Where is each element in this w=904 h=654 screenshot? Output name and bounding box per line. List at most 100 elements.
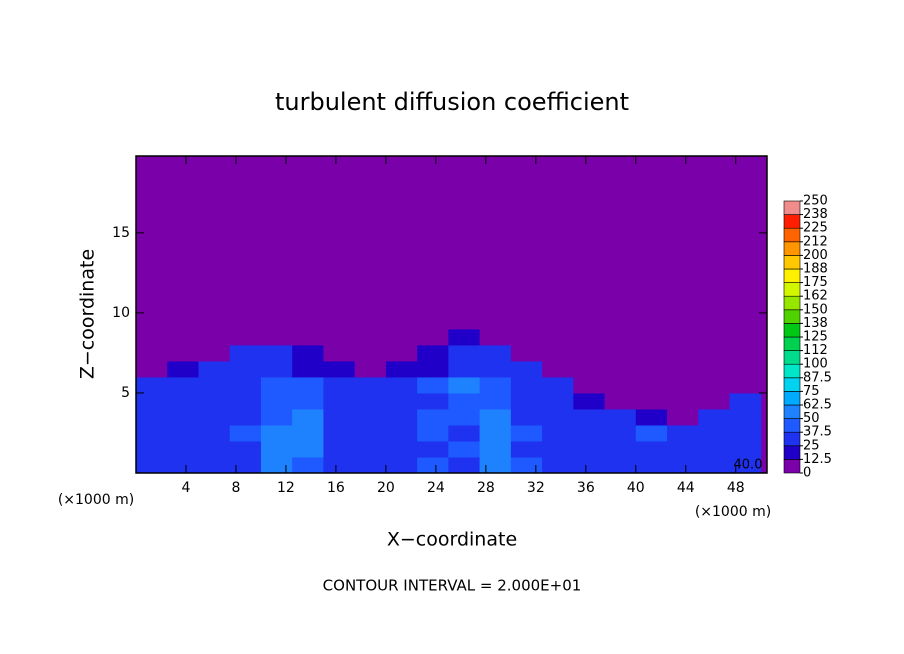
heat-cell: [635, 424, 668, 442]
heat-cell: [417, 360, 449, 378]
heat-cell: [323, 312, 356, 330]
heat-cell: [292, 392, 324, 410]
heat-cell: [667, 392, 699, 410]
heat-cell: [198, 328, 231, 346]
heat-cell: [323, 392, 356, 410]
heat-cell: [136, 440, 168, 458]
x-tick-label: 16: [327, 480, 345, 496]
heat-cell: [604, 456, 637, 474]
colorbar-label: 238: [803, 207, 828, 222]
heat-cell: [729, 440, 762, 458]
heat-cell: [510, 312, 543, 330]
heat-cell: [573, 440, 606, 458]
heat-cell: [479, 344, 512, 362]
y-axis-title: Z−coordinate: [77, 249, 99, 379]
heat-cell: [354, 376, 387, 394]
heat-cell: [417, 408, 449, 426]
contour-label: 40.0: [734, 458, 763, 473]
x-tick-label: 36: [577, 480, 595, 496]
colorbar-label: 0: [803, 466, 811, 481]
heat-cell: [354, 440, 387, 458]
x-tick-label: 32: [527, 480, 545, 496]
heat-cell: [510, 408, 543, 426]
footer-note: CONTOUR INTERVAL = 2.000E+01: [323, 577, 582, 595]
heat-cell: [604, 344, 637, 362]
heat-cell: [448, 376, 481, 394]
heat-cell: [354, 392, 387, 410]
heat-cell: [573, 312, 606, 330]
heat-cell: [167, 376, 199, 394]
heat-cell: [292, 360, 324, 378]
heat-cell: [448, 456, 481, 474]
colorbar-swatch: [783, 282, 801, 297]
colorbar-label: 212: [803, 234, 828, 249]
colorbar-swatch: [783, 377, 801, 392]
heat-cell: [729, 424, 762, 442]
heat-cell: [292, 312, 324, 330]
heat-cell: [667, 312, 699, 330]
heat-cell: [198, 456, 231, 474]
heat-cell: [573, 392, 606, 410]
heat-cell: [292, 440, 324, 458]
x-tick-label: 44: [677, 480, 695, 496]
heat-cell: [292, 408, 324, 426]
heat-cell: [604, 376, 637, 394]
heat-cell: [260, 360, 293, 378]
heat-cell: [448, 344, 481, 362]
heat-cell: [635, 456, 668, 474]
heat-cell: [479, 456, 512, 474]
heat-cell: [385, 344, 418, 362]
colorbar-swatch: [783, 363, 801, 379]
heat-cell: [635, 328, 668, 346]
heat-cell: [167, 440, 199, 458]
colorbar-label: 37.5: [803, 425, 832, 440]
colorbar-label: 188: [803, 262, 828, 277]
heat-cell: [229, 392, 262, 410]
heat-cell: [417, 344, 449, 362]
colorbar-label: 62.5: [803, 398, 832, 413]
heat-cell: [167, 392, 199, 410]
heat-cell: [573, 408, 606, 426]
heat-cell: [510, 360, 543, 378]
heat-cell: [573, 328, 606, 346]
heat-cell: [229, 312, 262, 330]
heat-cell: [479, 424, 512, 442]
heat-cell: [385, 424, 418, 442]
heat-cell: [417, 312, 449, 330]
heat-cell: [167, 456, 199, 474]
colorbar-swatch: [783, 391, 801, 406]
colorbar-label: 138: [803, 316, 828, 331]
heat-cell: [573, 376, 606, 394]
colorbar-swatch: [783, 227, 801, 243]
heat-cell: [510, 328, 543, 346]
heat-cell: [198, 392, 231, 410]
heat-cell: [479, 408, 512, 426]
heat-cell: [667, 408, 699, 426]
colorbar-swatch: [783, 336, 801, 351]
heat-cell: [354, 344, 387, 362]
colorbar-label: 150: [803, 302, 828, 317]
heat-cell: [354, 360, 387, 378]
colorbar-label: 50: [803, 411, 820, 426]
heat-cell: [448, 424, 481, 442]
x-tick-label: 48: [727, 480, 745, 496]
heat-cell: [667, 344, 699, 362]
heat-cell: [323, 328, 356, 346]
x-tick-label: 4: [182, 480, 191, 496]
heat-cell: [729, 456, 762, 474]
heat-cell: [198, 360, 231, 378]
heat-cell: [229, 440, 262, 458]
heat-cell: [229, 408, 262, 426]
heat-cell: [136, 360, 168, 378]
heat-cell: [198, 376, 231, 394]
heat-cell: [136, 344, 168, 362]
heat-cell: [542, 424, 574, 442]
heat-cell: [385, 456, 418, 474]
heat-cell: [479, 376, 512, 394]
heat-cell: [292, 344, 324, 362]
x-tick-label: 12: [277, 480, 295, 496]
heat-cell: [385, 360, 418, 378]
heat-cell: [229, 360, 262, 378]
heat-cell: [260, 408, 293, 426]
